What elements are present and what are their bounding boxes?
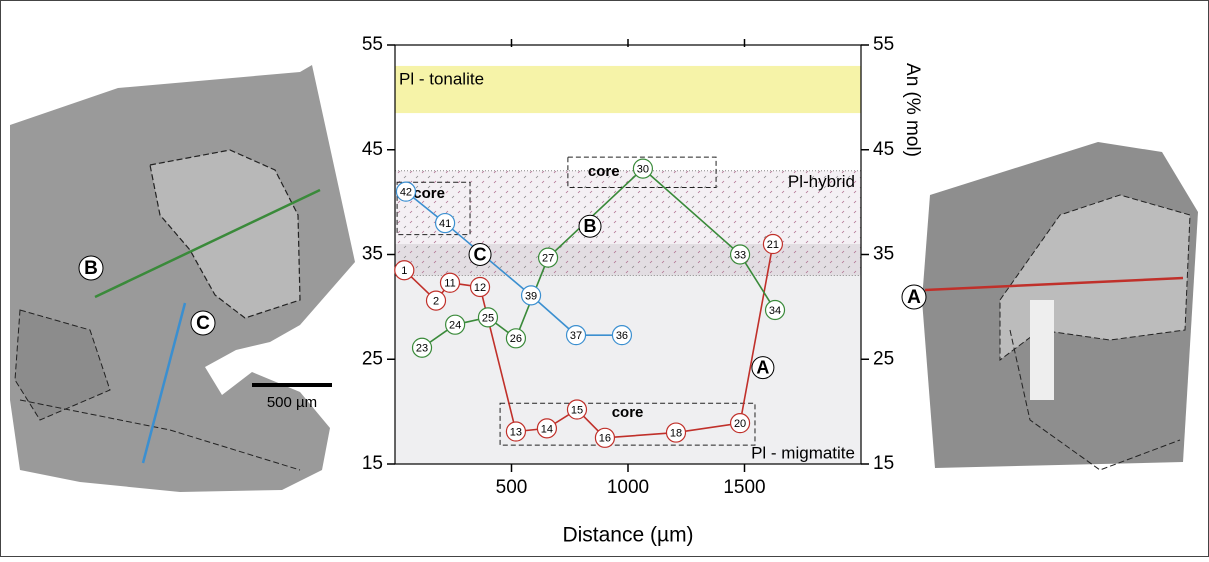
point-label: 11 [444,278,455,290]
y-tick-label: 15 [362,453,383,474]
y-tick-label: 45 [362,139,383,160]
y2-tick-label: 25 [873,348,894,369]
core-label: core [612,404,644,421]
point-label: 36 [616,330,628,342]
y2-tick-label: 15 [873,453,894,474]
point-label: 26 [510,333,522,345]
point-label: 39 [525,290,537,302]
y2-tick-label: 45 [873,139,894,160]
x-tick-label: 1000 [607,477,649,498]
series-label: C [474,244,487,264]
point-label: 30 [637,164,649,176]
point-label: 27 [542,253,554,265]
band-label: Pl - migmatite [751,443,855,462]
series-label: B [584,216,597,236]
point-label: 34 [769,305,781,317]
point-label: 1 [401,265,407,277]
point-label: 42 [400,187,412,199]
series-label: A [756,357,769,377]
left-sample: 500 µm [10,65,355,492]
y-axis-label: An (% mol) [902,63,923,157]
point-label: 16 [599,433,611,445]
point-label: 2 [433,295,439,307]
scale-bar-label: 500 µm [267,394,317,411]
y-tick-label: 55 [362,34,383,55]
point-label: 18 [670,427,682,439]
figure: 500 µm Pl - tonalite Pl-hybrid Pl - migmat… [0,0,1209,557]
point-label: 21 [767,239,779,251]
y2-tick-label: 55 [873,34,894,55]
y-tick-label: 35 [362,244,383,265]
point-label: 37 [570,330,582,342]
band-label: Pl-hybrid [788,172,855,191]
point-label: 23 [416,343,428,355]
image-profile-label: B [84,258,98,279]
point-label: 25 [482,312,494,324]
point-label: 24 [449,320,461,332]
image-profile-label: A [907,287,921,308]
core-label: core [413,185,445,202]
image-profile-label: C [196,313,210,334]
right-sample [922,142,1198,470]
point-label: 15 [571,404,583,416]
point-label: 14 [541,423,553,435]
point-label: 20 [734,418,746,430]
core-label: core [588,163,620,180]
y2-tick-label: 35 [873,244,894,265]
y-tick-label: 25 [362,348,383,369]
x-axis-label: Distance (µm) [562,524,693,547]
point-label: 41 [439,218,451,230]
point-label: 13 [510,426,522,438]
x-tick-label: 1500 [723,477,765,498]
point-label: 12 [474,282,486,294]
x-tick-label: 500 [496,477,528,498]
point-label: 33 [734,249,746,261]
band-label: Pl - tonalite [399,69,484,88]
